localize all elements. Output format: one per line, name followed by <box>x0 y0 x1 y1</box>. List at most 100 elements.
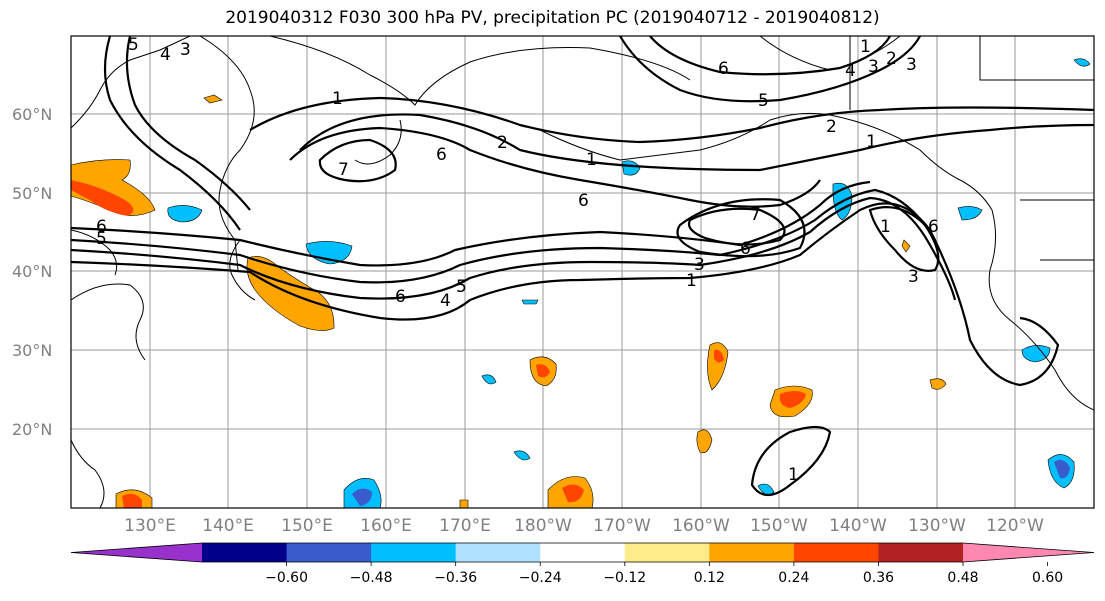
contour-label: 6 <box>96 217 107 237</box>
coastlines <box>71 36 1094 508</box>
lon-label-180w: 180°W <box>514 516 572 536</box>
contour-label: 5 <box>456 277 467 297</box>
lon-label-140w: 140°W <box>829 516 887 536</box>
contour-label: 7 <box>338 160 349 180</box>
lon-label-150e: 150°E <box>281 516 333 536</box>
pv-contours <box>71 36 1094 497</box>
colorbar-tick-label: −0.24 <box>519 570 562 586</box>
positive-precip-area <box>901 239 911 253</box>
contour-label: 6 <box>928 217 939 237</box>
contour-label: 1 <box>866 132 877 152</box>
negative-precip-area <box>957 206 983 221</box>
lon-label-170w: 170°W <box>593 516 651 536</box>
positive-precip-area <box>929 378 947 390</box>
colorbar-tick-label: −0.12 <box>603 570 646 586</box>
colorbar-segment <box>286 543 372 562</box>
map-plot-area: 5 4 3 1 2 6 7 6 5 4 3 2 1 6 6 6 6 4 5 5 … <box>71 35 1094 508</box>
contour-label: 2 <box>886 49 897 69</box>
contour-label: 6 <box>395 287 406 307</box>
contour-label: 4 <box>440 291 451 311</box>
latitude-gridlines <box>71 113 1094 430</box>
lon-label-170e: 170°E <box>439 516 491 536</box>
colorbar-tick-label: −0.48 <box>350 570 393 586</box>
contour-label: 2 <box>497 133 508 153</box>
colorbar-outline <box>70 542 1095 563</box>
colorbar-tick-label: 0.60 <box>1032 570 1063 586</box>
lat-label-50n: 50°N <box>12 184 52 203</box>
contour-label: 3 <box>694 255 705 275</box>
colorbar-segment <box>202 543 288 562</box>
positive-precip-area <box>707 342 729 391</box>
colorbar-segment <box>540 543 626 562</box>
colorbar-segment <box>878 543 964 562</box>
map-title: 2019040312 F030 300 hPa PV, precipitatio… <box>225 8 880 28</box>
strong-negative-precip-area <box>352 488 372 506</box>
lat-label-60n: 60°N <box>12 105 52 124</box>
contour-label: 1 <box>332 89 343 109</box>
contour-labels: 5 4 3 1 2 6 7 6 5 4 3 2 1 6 6 6 6 4 5 5 … <box>96 35 939 485</box>
contour-label: 5 <box>128 35 139 55</box>
colorbar-extend-high <box>963 543 1094 562</box>
contour-label: 4 <box>160 45 171 65</box>
colorbar-segment <box>793 543 879 562</box>
strong-precip-area <box>714 349 724 363</box>
longitude-labels: 130°E 140°E 150°E 160°E 170°E 180°W 170°… <box>124 516 1044 536</box>
colorbar-tick-label: 0.48 <box>947 570 978 586</box>
colorbar-segment <box>709 543 795 562</box>
contour-label: 6 <box>436 145 447 165</box>
contour-label: 3 <box>868 57 879 77</box>
colorbar-tick-label: −0.36 <box>434 570 477 586</box>
contour-label: 2 <box>826 117 837 137</box>
colorbar-segment <box>455 543 541 562</box>
strong-precip-area <box>71 180 134 216</box>
colorbar-tick-label: 0.24 <box>778 570 809 586</box>
lat-label-40n: 40°N <box>12 262 52 281</box>
lat-label-20n: 20°N <box>12 420 52 439</box>
contour-label: 3 <box>908 267 919 287</box>
contour-label: 3 <box>906 55 917 75</box>
contour-label: 6 <box>718 59 729 79</box>
negative-precip-area <box>481 374 497 385</box>
lon-label-160w: 160°W <box>672 516 730 536</box>
negative-precip-area <box>1073 58 1091 67</box>
map-frame <box>70 35 1095 509</box>
contour-label: 6 <box>578 191 589 211</box>
lon-label-160e: 160°E <box>360 516 412 536</box>
colorbar-tick-label: 0.12 <box>694 570 725 586</box>
contour-label: 7 <box>750 205 761 225</box>
lon-label-150w: 150°W <box>750 516 808 536</box>
colorbar-extend-low <box>71 543 202 562</box>
colorbar-tick-label: −0.60 <box>265 570 308 586</box>
strong-negative-precip-area <box>1054 460 1070 479</box>
contour-label: 1 <box>880 217 891 237</box>
negative-precip-area <box>757 483 775 496</box>
colorbar: −0.60 −0.48 −0.36 −0.24 −0.12 0.12 0.24 0.36 0.4… <box>70 542 1095 586</box>
contour-label: 1 <box>586 150 597 170</box>
contour-label: 1 <box>860 37 871 57</box>
lon-label-130w: 130°W <box>908 516 966 536</box>
positive-precip-area <box>459 499 469 508</box>
contour-label: 1 <box>788 465 799 485</box>
contour-label: 6 <box>740 239 751 259</box>
contour-label: 1 <box>686 271 697 291</box>
precipitation-anomaly-shading <box>71 58 1091 508</box>
lon-label-120w: 120°W <box>986 516 1044 536</box>
lat-label-30n: 30°N <box>12 341 52 360</box>
colorbar-tick-label: 0.36 <box>863 570 894 586</box>
negative-precip-area <box>521 299 539 305</box>
latitude-labels: 60°N 50°N 40°N 30°N 20°N <box>12 105 52 439</box>
colorbar-segment <box>624 543 710 562</box>
strong-precip-area <box>536 364 550 378</box>
negative-precip-area <box>167 205 203 223</box>
positive-precip-area <box>203 94 223 104</box>
strong-precip-area <box>562 484 584 503</box>
contour-label: 3 <box>180 40 191 60</box>
positive-precip-area <box>696 429 713 454</box>
negative-precip-area <box>513 450 531 461</box>
lon-label-130e: 130°E <box>124 516 176 536</box>
contour-label: 5 <box>96 229 107 249</box>
colorbar-segment <box>371 543 457 562</box>
contour-label: 4 <box>845 61 856 81</box>
contour-label: 5 <box>758 91 769 111</box>
